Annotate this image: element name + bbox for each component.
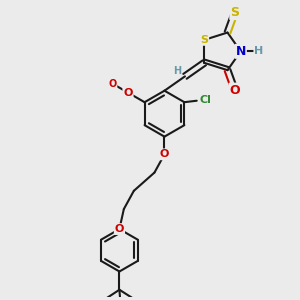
Text: O: O [160,149,169,159]
Text: N: N [236,45,246,58]
Text: Cl: Cl [200,95,211,105]
Text: H: H [254,46,264,56]
Text: O: O [109,79,117,89]
Text: H: H [173,66,181,76]
Text: S: S [230,6,239,19]
Text: O: O [115,224,124,234]
Text: O: O [230,84,240,97]
Text: S: S [200,35,208,45]
Text: O: O [123,88,133,98]
